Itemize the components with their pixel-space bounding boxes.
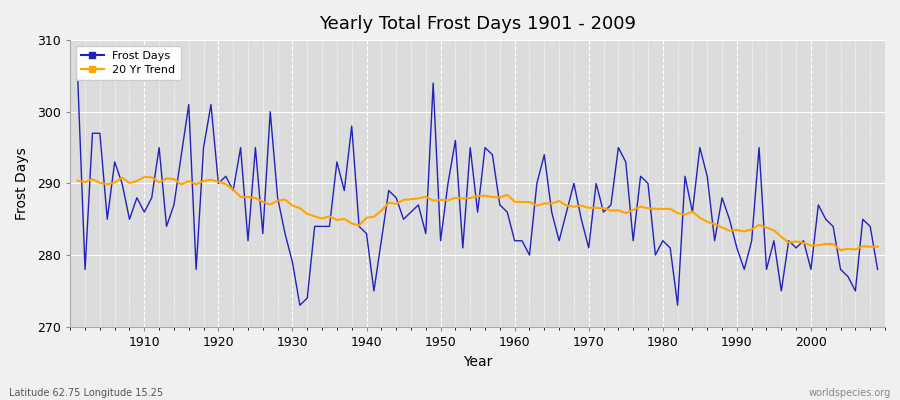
Y-axis label: Frost Days: Frost Days — [15, 147, 29, 220]
Title: Yearly Total Frost Days 1901 - 2009: Yearly Total Frost Days 1901 - 2009 — [320, 15, 636, 33]
Text: Latitude 62.75 Longitude 15.25: Latitude 62.75 Longitude 15.25 — [9, 388, 163, 398]
Legend: Frost Days, 20 Yr Trend: Frost Days, 20 Yr Trend — [76, 46, 181, 80]
Text: worldspecies.org: worldspecies.org — [809, 388, 891, 398]
X-axis label: Year: Year — [463, 355, 492, 369]
